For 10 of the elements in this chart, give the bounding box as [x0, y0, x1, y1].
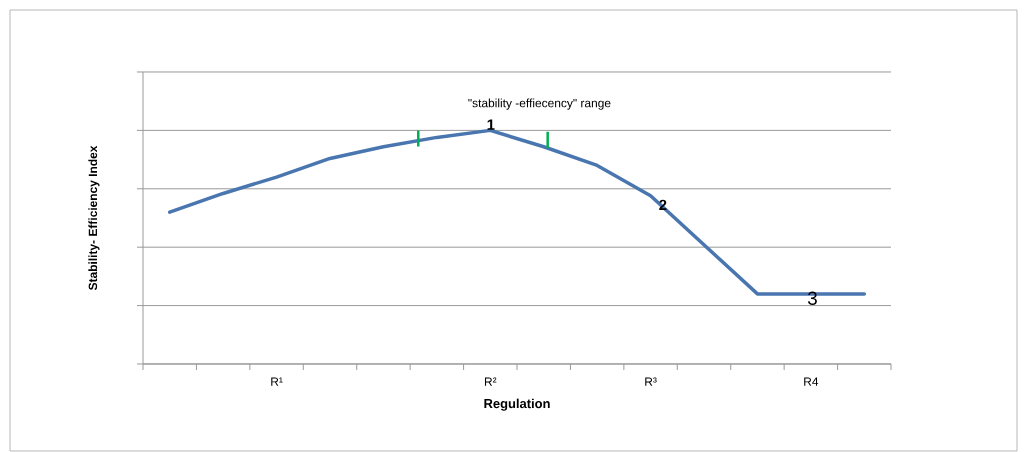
x-tick-label: R²: [484, 377, 497, 386]
annotation: 3: [807, 291, 817, 305]
x-tick-label: R³: [645, 377, 657, 386]
annotation: 2: [659, 199, 667, 211]
text: "stability -effiecency" range: [468, 98, 611, 110]
x-tick-label: R4: [804, 377, 819, 386]
x-tick-label: R¹: [271, 377, 283, 386]
y-axis-title: Stability- Efficiency Index: [88, 145, 100, 291]
x-axis-title: Regulation: [484, 398, 550, 411]
text: 1: [487, 119, 495, 130]
